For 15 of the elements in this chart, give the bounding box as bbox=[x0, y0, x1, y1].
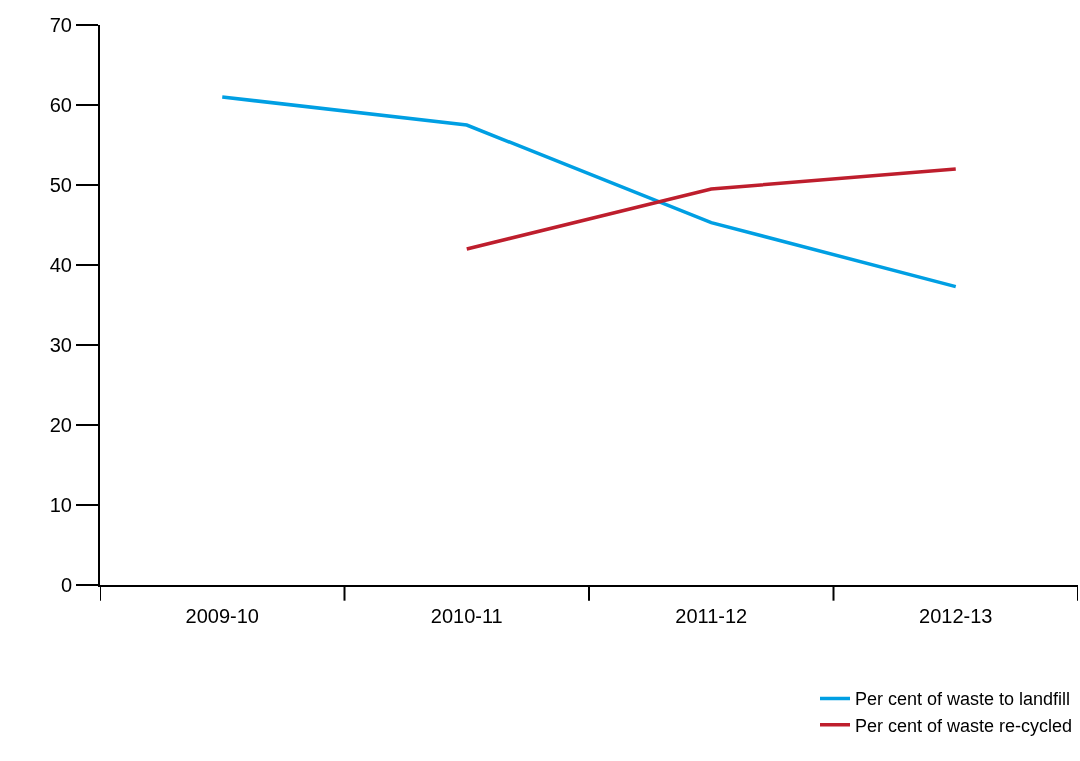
legend-label: Per cent of waste to landfill bbox=[855, 689, 1071, 710]
y-tick-label: 40 bbox=[49, 254, 72, 276]
y-tick-label: 0 bbox=[60, 574, 72, 596]
y-tick-label: 30 bbox=[49, 334, 72, 356]
x-tick-label: 2011-12 bbox=[675, 605, 748, 627]
x-tick-label: 2010-11 bbox=[430, 605, 503, 627]
legend-label: Per cent of waste re-cycled bbox=[855, 715, 1073, 736]
line-series bbox=[220, 95, 958, 289]
x-tick-label: 2012-13 bbox=[919, 605, 993, 627]
y-tick-label: 10 bbox=[49, 494, 72, 516]
y-tick-label: 70 bbox=[49, 14, 72, 36]
x-tick-label: 2009-10 bbox=[185, 605, 259, 627]
y-tick-label: 60 bbox=[49, 94, 72, 116]
y-tick-label: 20 bbox=[49, 414, 72, 436]
y-tick-label: 50 bbox=[49, 174, 72, 196]
